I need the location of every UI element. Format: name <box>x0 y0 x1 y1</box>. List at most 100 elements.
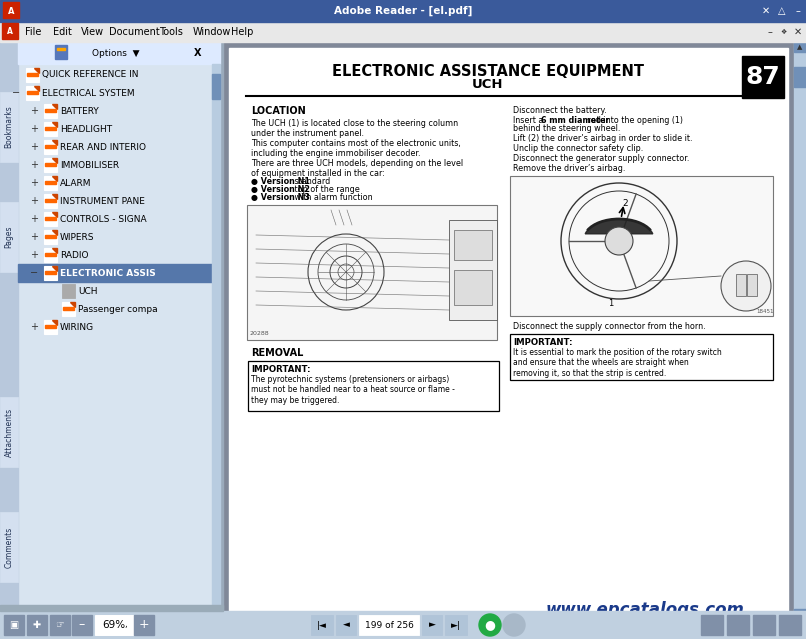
Text: REMOVAL: REMOVAL <box>251 348 303 358</box>
Bar <box>449 220 497 320</box>
Bar <box>26 86 39 100</box>
Bar <box>794 67 806 87</box>
Polygon shape <box>34 86 39 91</box>
Text: Adobe Reader - [el.pdf]: Adobe Reader - [el.pdf] <box>334 6 472 16</box>
Text: |◄: |◄ <box>317 620 327 629</box>
Bar <box>55 45 67 59</box>
Text: ▼: ▼ <box>797 611 803 617</box>
Text: Unclip the connector safety clip.: Unclip the connector safety clip. <box>513 144 643 153</box>
Text: Bookmarks: Bookmarks <box>5 105 14 148</box>
Text: +: + <box>30 178 38 188</box>
Text: ►: ► <box>429 620 435 629</box>
Text: ●: ● <box>484 619 496 631</box>
Text: +: + <box>30 214 38 224</box>
Text: INSTRUMENT PANE: INSTRUMENT PANE <box>60 197 145 206</box>
Text: –: – <box>767 27 772 37</box>
Bar <box>0 605 223 611</box>
Text: ◄: ◄ <box>343 620 350 629</box>
Text: Attachments: Attachments <box>5 408 14 456</box>
Text: QUICK REFERENCE IN: QUICK REFERENCE IN <box>42 70 139 79</box>
Bar <box>0 512 18 582</box>
Text: ✚: ✚ <box>33 620 41 630</box>
Bar <box>18 42 220 64</box>
Bar <box>45 271 56 274</box>
Text: rod into the opening (1): rod into the opening (1) <box>585 116 683 125</box>
Bar <box>44 266 57 280</box>
Bar <box>134 615 154 635</box>
Text: 199 of 256: 199 of 256 <box>364 620 413 629</box>
Text: +: + <box>30 106 38 116</box>
Bar <box>45 163 56 166</box>
Bar <box>0 611 220 619</box>
Bar <box>210 611 220 619</box>
Polygon shape <box>52 122 57 127</box>
Bar <box>27 73 38 76</box>
Text: ELECTRONIC ASSISTANCE EQUIPMENT: ELECTRONIC ASSISTANCE EQUIPMENT <box>331 64 643 79</box>
Text: Help: Help <box>231 27 254 37</box>
Text: RADIO: RADIO <box>60 250 89 259</box>
Text: Window: Window <box>193 27 231 37</box>
Bar <box>2 23 18 39</box>
Bar <box>454 230 492 260</box>
Bar <box>45 181 56 184</box>
Text: Options  ▼: Options ▼ <box>92 49 139 58</box>
Bar <box>0 202 18 272</box>
Text: +: + <box>30 250 38 260</box>
Text: Disconnect the supply connector from the horn.: Disconnect the supply connector from the… <box>513 322 705 331</box>
Bar <box>0 22 806 42</box>
Text: There are three UCH models, depending on the level
of equipment installed in the: There are three UCH models, depending on… <box>251 159 463 178</box>
Text: Document: Document <box>109 27 160 37</box>
Text: ☞: ☞ <box>56 620 64 630</box>
Bar <box>18 264 212 282</box>
Text: +: + <box>139 619 149 631</box>
Bar <box>44 176 57 190</box>
Bar <box>510 176 773 316</box>
Text: Remove the driver’s airbag.: Remove the driver’s airbag. <box>513 164 625 173</box>
Text: Passenger compa: Passenger compa <box>78 305 158 314</box>
Text: Disconnect the generator supply connector.: Disconnect the generator supply connecto… <box>513 154 689 163</box>
Bar <box>510 334 773 380</box>
Bar <box>62 284 75 298</box>
Text: The pyrotechnic systems (pretensioners or airbags)
must not be handled near to a: The pyrotechnic systems (pretensioners o… <box>251 375 455 404</box>
Bar <box>44 212 57 226</box>
Text: ,: , <box>125 620 127 629</box>
Bar <box>45 145 56 148</box>
Bar <box>72 615 92 635</box>
Text: UCH: UCH <box>472 78 503 91</box>
Bar <box>736 274 746 296</box>
Bar <box>44 194 57 208</box>
Text: UCH: UCH <box>78 286 98 295</box>
Text: –: – <box>79 619 85 631</box>
Text: IMMOBILISER: IMMOBILISER <box>60 160 119 169</box>
Text: It is essential to mark the position of the rotary switch
and ensure that the wh: It is essential to mark the position of … <box>513 348 721 378</box>
Text: behind the steering wheel.: behind the steering wheel. <box>513 124 621 133</box>
Bar <box>0 0 806 22</box>
Text: ✕: ✕ <box>794 27 802 37</box>
Bar <box>26 68 39 82</box>
Bar <box>359 615 419 635</box>
Polygon shape <box>52 140 57 145</box>
Bar <box>0 611 10 619</box>
Text: ● Version N2: ● Version N2 <box>251 185 310 194</box>
Text: HEADLIGHT: HEADLIGHT <box>60 125 112 134</box>
Text: 69%: 69% <box>102 620 126 630</box>
Polygon shape <box>52 230 57 235</box>
Text: −: − <box>30 268 38 278</box>
Text: Tools: Tools <box>159 27 183 37</box>
Polygon shape <box>52 320 57 325</box>
Text: IMPORTANT:: IMPORTANT: <box>251 365 310 374</box>
Bar <box>50 615 70 635</box>
Bar <box>794 609 806 619</box>
Text: Disconnect the battery.: Disconnect the battery. <box>513 106 607 115</box>
Text: ►|: ►| <box>451 620 461 629</box>
Polygon shape <box>52 194 57 199</box>
Text: WIPERS: WIPERS <box>60 233 94 242</box>
Text: +: + <box>30 196 38 206</box>
Bar <box>44 122 57 136</box>
Circle shape <box>479 614 501 636</box>
Polygon shape <box>52 266 57 271</box>
Bar <box>44 140 57 154</box>
Bar <box>45 235 56 238</box>
Bar <box>0 42 220 611</box>
Bar <box>0 611 806 639</box>
